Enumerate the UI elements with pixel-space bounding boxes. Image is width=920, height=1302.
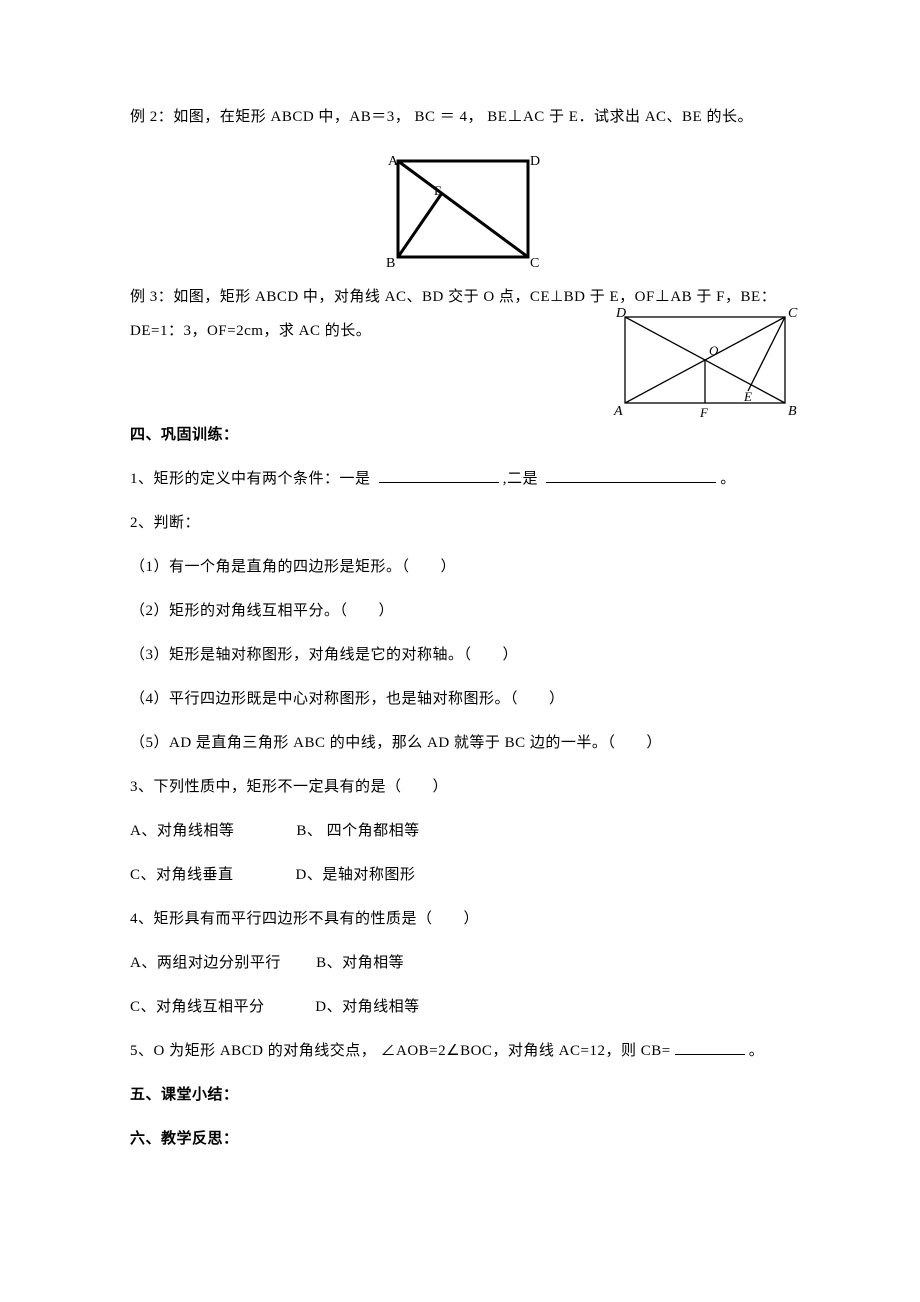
- svg-text:E: E: [434, 183, 442, 198]
- svg-text:O: O: [709, 343, 719, 358]
- q1: 1、矩形的定义中有两个条件：一是 ,二是 。: [130, 467, 790, 491]
- svg-text:B: B: [788, 404, 797, 419]
- q2-5: （5）AD 是直角三角形 ABC 的中线，那么 AD 就等于 BC 边的一半。（…: [130, 731, 790, 755]
- q5-post: 。: [749, 1043, 765, 1059]
- q1-pre: 1、矩形的定义中有两个条件：一是: [130, 471, 375, 487]
- svg-text:F: F: [699, 405, 709, 420]
- q2-4: （4）平行四边形既是中心对称图形，也是轴对称图形。（ ）: [130, 687, 790, 711]
- q1-blank2: [546, 468, 716, 483]
- svg-text:D: D: [615, 306, 626, 321]
- section5-title: 五、课堂小结：: [130, 1083, 790, 1107]
- svg-text:A: A: [388, 154, 399, 169]
- q2-1: （1）有一个角是直角的四边形是矩形。（ ）: [130, 555, 790, 579]
- q4: 4、矩形具有而平行四边形不具有的性质是（ ）: [130, 907, 790, 931]
- svg-text:C: C: [788, 306, 798, 321]
- q3-cd: C、对角线垂直 D、是轴对称图形: [130, 863, 790, 887]
- svg-text:B: B: [386, 256, 395, 271]
- section6-title: 六、教学反思：: [130, 1127, 790, 1151]
- q3-ab: A、对角线相等 B、 四个角都相等: [130, 819, 790, 843]
- example2-figure: A D B C E: [130, 149, 790, 273]
- q5-pre: 5、O 为矩形 ABCD 的对角线交点， ∠AOB=2∠BOC，对角线 AC=1…: [130, 1043, 671, 1059]
- q2: 2、判断：: [130, 511, 790, 535]
- q1-blank1: [379, 468, 499, 483]
- q2-2: （2）矩形的对角线互相平分。（ ）: [130, 599, 790, 623]
- svg-text:E: E: [743, 389, 752, 404]
- q3: 3、下列性质中，矩形不一定具有的是（ ）: [130, 775, 790, 799]
- example2-text: 例 2：如图，在矩形 ABCD 中，AB＝3， BC ＝ 4， BE⊥AC 于 …: [130, 105, 790, 129]
- q1-mid: ,二是: [503, 471, 543, 487]
- svg-text:D: D: [530, 154, 540, 169]
- q4-ab: A、两组对边分别平行 B、对角相等: [130, 951, 790, 975]
- svg-text:A: A: [613, 404, 623, 419]
- q5: 5、O 为矩形 ABCD 的对角线交点， ∠AOB=2∠BOC，对角线 AC=1…: [130, 1039, 790, 1063]
- example3-block: 例 3：如图，矩形 ABCD 中，对角线 AC、BD 交于 O 点，CE⊥BD …: [130, 285, 790, 343]
- svg-text:C: C: [530, 256, 539, 271]
- q5-blank: [675, 1040, 745, 1055]
- q4-cd: C、对角线互相平分 D、对角线相等: [130, 995, 790, 1019]
- q2-3: （3）矩形是轴对称图形，对角线是它的对称轴。（ ）: [130, 643, 790, 667]
- example3-figure: D C A B O E F: [610, 305, 800, 428]
- q1-end: 。: [720, 471, 736, 487]
